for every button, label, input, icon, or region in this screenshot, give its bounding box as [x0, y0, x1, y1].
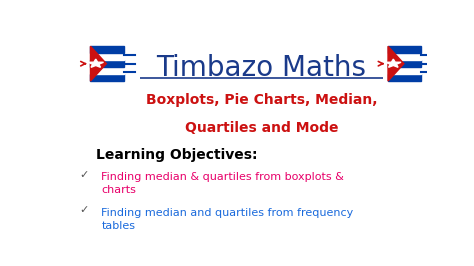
Text: Finding median & quartiles from boxplots &
charts: Finding median & quartiles from boxplots…: [101, 172, 345, 196]
Polygon shape: [88, 59, 103, 67]
Text: Boxplots, Pie Charts, Median,: Boxplots, Pie Charts, Median,: [146, 93, 377, 107]
Bar: [388, 74, 421, 81]
Bar: [91, 53, 124, 60]
Text: Quartiles and Mode: Quartiles and Mode: [184, 121, 338, 135]
Text: Timbazo Maths: Timbazo Maths: [156, 55, 366, 82]
Polygon shape: [388, 46, 404, 81]
Bar: [91, 74, 124, 81]
Bar: [388, 53, 421, 60]
Bar: [91, 67, 124, 74]
Text: ✓: ✓: [80, 205, 89, 215]
Polygon shape: [91, 46, 106, 81]
Bar: [91, 46, 124, 53]
Bar: [388, 46, 421, 53]
Bar: [91, 60, 124, 67]
Text: ✓: ✓: [80, 170, 89, 180]
Polygon shape: [385, 59, 401, 67]
Text: Learning Objectives:: Learning Objectives:: [96, 148, 257, 162]
Text: Finding median and quartiles from frequency
tables: Finding median and quartiles from freque…: [101, 208, 354, 231]
Bar: [388, 60, 421, 67]
Bar: [388, 67, 421, 74]
